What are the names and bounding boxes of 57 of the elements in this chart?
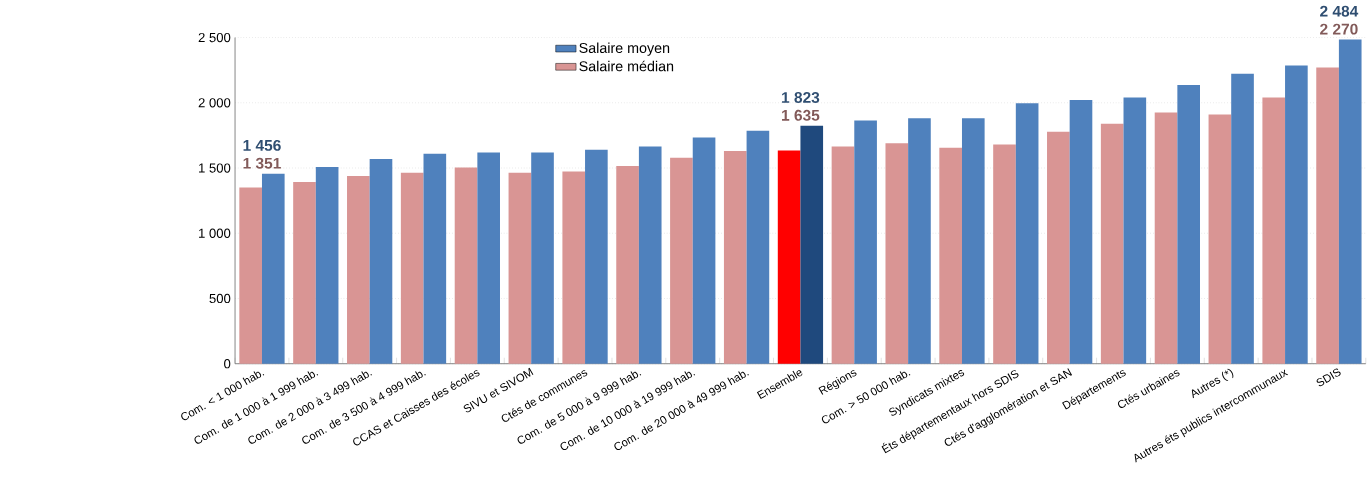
bar xyxy=(261,173,285,364)
data-label: 1 635 xyxy=(782,109,820,121)
bar xyxy=(670,157,693,364)
bar xyxy=(239,187,262,364)
data-label: 1 456 xyxy=(243,139,281,151)
bar xyxy=(908,118,931,364)
bar xyxy=(1047,131,1070,364)
bar xyxy=(885,143,909,364)
data-label: 1 823 xyxy=(782,91,820,103)
bar xyxy=(1100,123,1124,364)
bar xyxy=(347,176,370,364)
bar xyxy=(1262,97,1286,364)
bar xyxy=(961,118,985,364)
bar xyxy=(508,172,532,364)
bar xyxy=(692,137,716,364)
bar xyxy=(315,167,339,364)
bar xyxy=(477,152,500,364)
bar xyxy=(369,158,393,364)
bar xyxy=(723,150,747,364)
bar xyxy=(616,165,639,364)
bar xyxy=(1123,97,1147,364)
bar xyxy=(1177,84,1200,364)
bar xyxy=(1338,39,1362,364)
bar xyxy=(1285,65,1308,364)
bar xyxy=(585,149,608,364)
bar xyxy=(777,150,801,364)
bar xyxy=(1208,114,1232,364)
y-tick-label: 0 xyxy=(224,359,231,369)
bar xyxy=(1069,99,1093,364)
legend-label: Salaire médian xyxy=(579,60,674,72)
bar xyxy=(993,144,1016,364)
y-tick-label: 2 500 xyxy=(198,32,231,43)
bar xyxy=(831,146,855,364)
bar xyxy=(1316,67,1339,364)
bar xyxy=(1015,103,1039,364)
data-label: 1 351 xyxy=(243,157,281,169)
bar xyxy=(400,172,424,364)
bar xyxy=(1154,112,1178,364)
bar xyxy=(854,120,877,364)
bar xyxy=(746,130,770,364)
bar xyxy=(454,167,478,364)
data-label: 2 270 xyxy=(1320,23,1358,35)
data-label: 2 484 xyxy=(1320,5,1359,17)
x-tick-label: SDIS xyxy=(1316,368,1341,387)
bar xyxy=(939,147,962,364)
bar xyxy=(293,181,316,364)
bar xyxy=(531,152,554,364)
bar xyxy=(1231,73,1254,364)
y-tick-label: 500 xyxy=(209,293,231,304)
y-tick-label: 1 500 xyxy=(199,163,231,173)
bar xyxy=(562,171,586,364)
legend-label: Salaire moyen xyxy=(579,42,670,56)
bar xyxy=(800,125,824,364)
y-tick-label: 2 000 xyxy=(198,98,231,108)
bar xyxy=(638,146,662,364)
y-tick-label: 1 000 xyxy=(199,228,231,238)
bar xyxy=(423,153,447,364)
